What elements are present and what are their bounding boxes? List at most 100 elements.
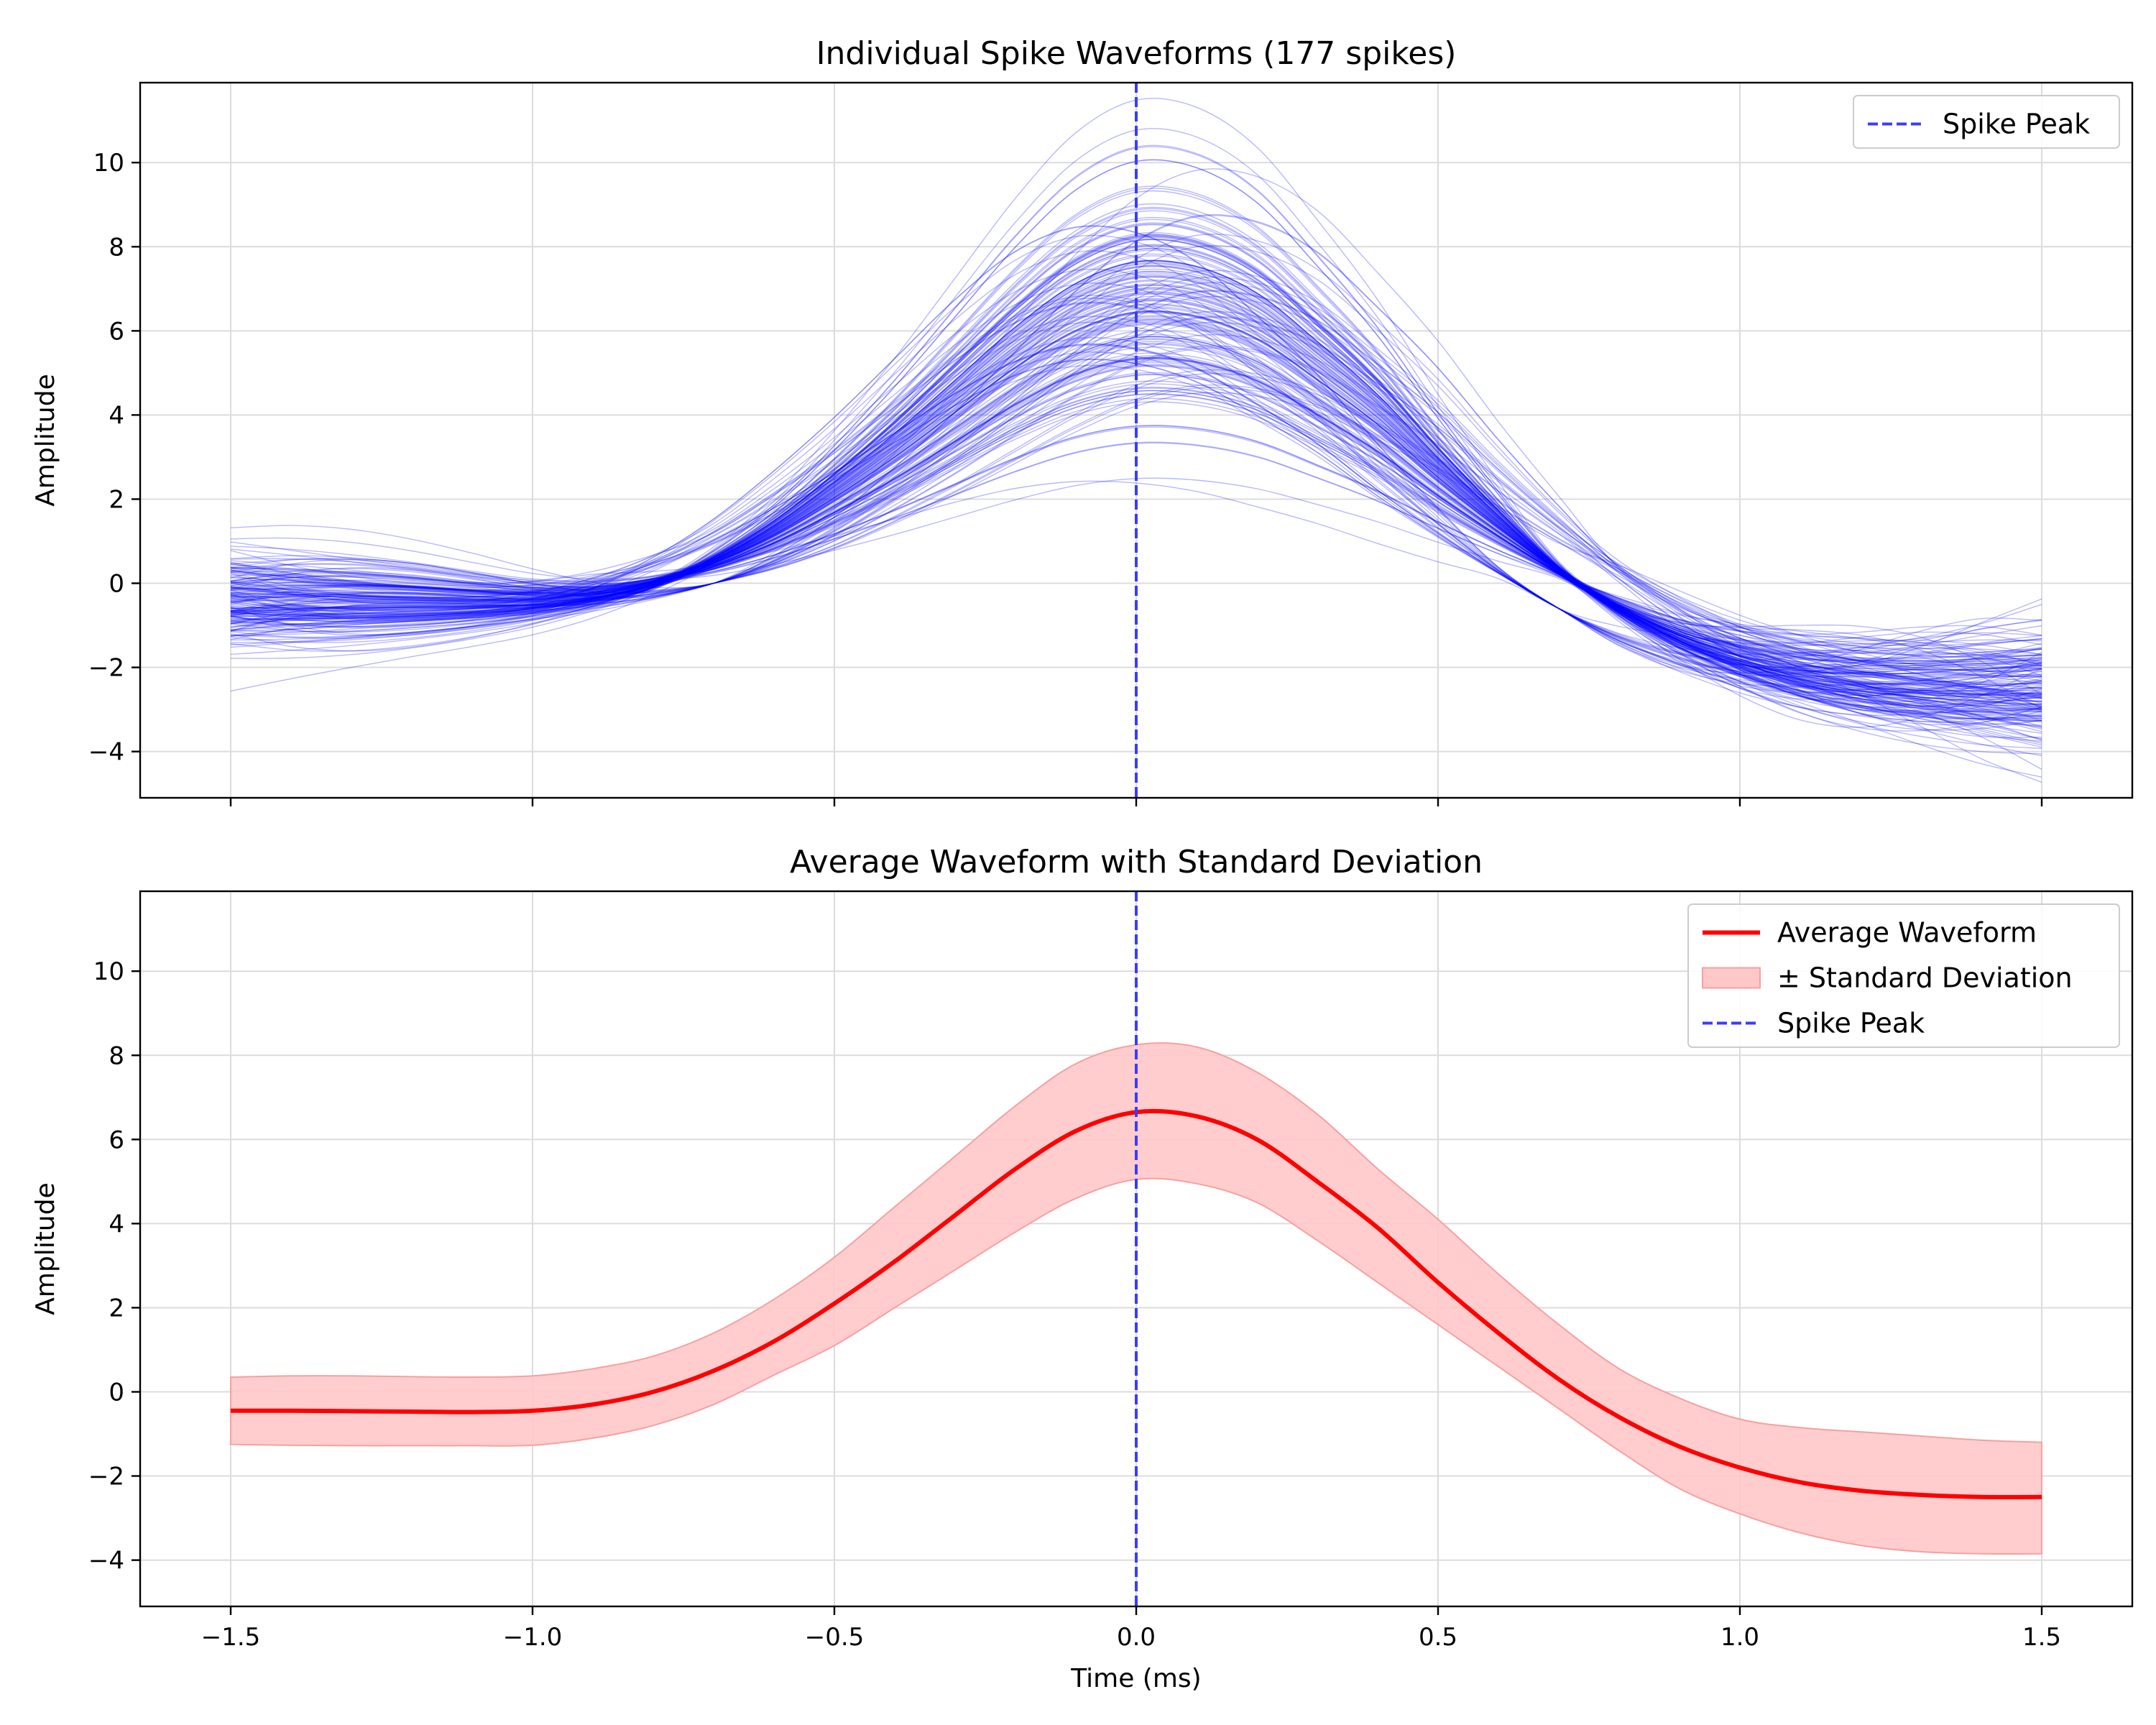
individual-waveforms-panel: −4 −2 0 2 4 6 8 10 Individual Spike Waveforms (…: [31, 35, 2134, 806]
x-axis-label: Time (ms): [1070, 1664, 1201, 1693]
spike-trace: [230, 234, 2042, 716]
y-tick-label: 6: [109, 1126, 124, 1154]
plot-content: [230, 83, 2042, 798]
spike-trace: [230, 321, 2042, 645]
y-tick-label: 2: [109, 1294, 124, 1322]
spike-trace: [230, 290, 2042, 647]
x-tick-label: 1.0: [1720, 1623, 1759, 1652]
legend-box: [1687, 903, 2120, 1048]
spike-trace: [230, 144, 2042, 755]
y-tick-label: 2: [109, 485, 124, 514]
spike-trace: [230, 295, 2042, 661]
y-axis-ticks: −4 −2 0 2 4 6 8 10: [88, 149, 140, 767]
spike-trace: [230, 234, 2042, 713]
spike-trace: [230, 393, 2042, 667]
y-tick-label: −2: [88, 654, 124, 683]
y-tick-label: 6: [109, 317, 124, 346]
spike-trace: [230, 383, 2042, 686]
spike-trace: [230, 364, 2042, 678]
spike-trace: [230, 424, 2042, 706]
x-tick-label: 0.0: [1117, 1623, 1156, 1652]
legend-box: [1853, 95, 2120, 149]
legend: Spike Peak: [1853, 95, 2120, 149]
spike-trace: [230, 342, 2042, 700]
spike-trace: [230, 225, 2042, 731]
y-tick-label: −4: [88, 738, 124, 767]
spike-trace: [230, 98, 2042, 671]
spike-trace: [230, 223, 2042, 749]
average-waveform-panel: −1.5 −1.0 −0.5 0.0 0.5 1.0 1.5 −4 −2 0 2 4 6 8 10 Ave…: [31, 844, 2134, 1693]
x-tick-label: −1.0: [503, 1623, 563, 1652]
plot-content: [230, 891, 2042, 1606]
spike-trace: [230, 293, 2042, 695]
y-tick-label: −2: [88, 1463, 124, 1491]
spike-trace: [230, 336, 2042, 684]
spike-trace: [230, 224, 2042, 673]
spike-trace: [230, 215, 2042, 709]
spike-trace: [230, 290, 2042, 710]
spike-trace: [230, 239, 2042, 706]
spike-trace: [230, 362, 2042, 744]
spike-trace: [230, 249, 2042, 697]
y-tick-label: 0: [109, 570, 124, 599]
spike-trace: [230, 310, 2042, 709]
y-tick-label: 8: [109, 1041, 124, 1070]
spike-trace: [230, 216, 2042, 723]
legend-handle-patch: [1702, 967, 1761, 989]
spike-trace: [230, 298, 2042, 738]
spike-trace: [230, 208, 2042, 728]
spike-trace: [230, 323, 2042, 687]
y-tick-label: 8: [109, 233, 124, 262]
legend-label: ± Standard Deviation: [1777, 962, 2073, 994]
std-deviation-band: [230, 1042, 2042, 1555]
x-axis-ticks: −1.5 −1.0 −0.5 0.0 0.5 1.0 1.5: [201, 1606, 2061, 1652]
spike-trace: [230, 345, 2042, 712]
spike-trace: [230, 310, 2042, 678]
y-tick-label: 4: [109, 1210, 124, 1238]
spike-trace: [230, 339, 2042, 695]
spike-trace: [230, 318, 2042, 685]
legend-label: Spike Peak: [1777, 1008, 1925, 1039]
spike-trace: [230, 231, 2042, 722]
x-axis-ticks: [229, 798, 2043, 806]
spike-trace: [230, 264, 2042, 646]
spike-trace: [230, 222, 2042, 707]
spike-trace: [230, 336, 2042, 679]
y-tick-label: 4: [109, 401, 124, 430]
chart-title: Individual Spike Waveforms (177 spikes): [816, 35, 1457, 72]
spike-trace: [230, 316, 2042, 722]
spike-trace: [230, 321, 2042, 708]
spike-trace: [230, 380, 2042, 678]
x-tick-label: −0.5: [805, 1623, 865, 1652]
x-tick-label: 1.5: [2022, 1623, 2061, 1652]
y-tick-label: 10: [93, 149, 124, 178]
spike-trace: [230, 307, 2042, 699]
spike-trace: [230, 238, 2042, 674]
spike-trace: [230, 244, 2042, 660]
legend-label: Spike Peak: [1943, 109, 2090, 140]
chart-title: Average Waveform with Standard Deviation: [790, 844, 1483, 880]
y-axis-label: Amplitude: [31, 374, 60, 506]
spike-trace: [230, 213, 2042, 666]
y-tick-label: −4: [88, 1547, 124, 1576]
legend-label: Average Waveform: [1777, 917, 2037, 949]
spike-trace: [230, 310, 2042, 725]
spike-trace: [230, 334, 2042, 740]
spike-trace: [230, 425, 2042, 746]
spike-trace: [230, 426, 2042, 694]
spike-trace: [230, 266, 2042, 674]
spike-trace: [230, 280, 2042, 672]
spike-trace: [230, 480, 2042, 674]
spike-trace: [230, 265, 2042, 696]
spike-trace: [230, 336, 2042, 659]
spike-trace: [230, 235, 2042, 711]
spike-trace: [230, 279, 2042, 689]
spike-trace: [230, 206, 2042, 734]
x-tick-label: 0.5: [1419, 1623, 1457, 1652]
spike-trace: [230, 226, 2042, 778]
spike-trace: [230, 146, 2042, 696]
spike-trace: [230, 236, 2042, 672]
legend: Average Waveform ± Standard Deviation Spik…: [1687, 903, 2120, 1048]
spike-trace: [230, 128, 2042, 715]
